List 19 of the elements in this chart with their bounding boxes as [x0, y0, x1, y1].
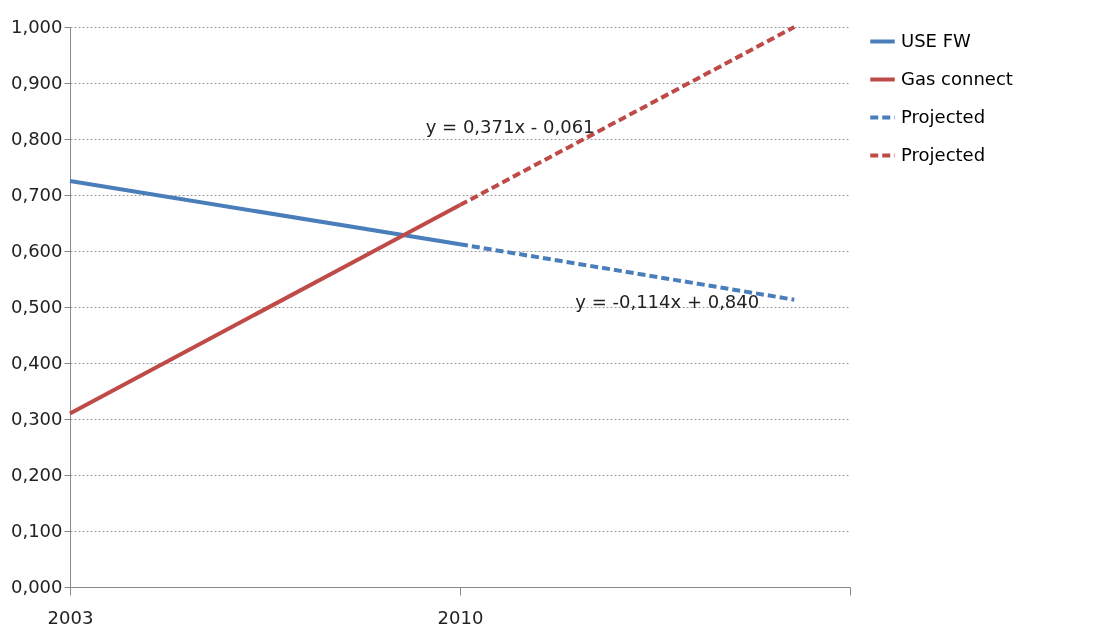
y-tick-label: 0,200: [10, 463, 63, 485]
y-tick-label: 0,300: [10, 407, 63, 429]
y-tick-label: 0,000: [10, 575, 63, 597]
legend-label: Gas connect: [901, 67, 1013, 89]
y-tick-label: 0,500: [10, 295, 63, 317]
y-tick-label: 1,000: [10, 15, 63, 37]
x-tick-label: 2003: [47, 606, 94, 628]
annotation: y = -0,114x + 0,840: [575, 290, 760, 312]
y-tick-label: 0,100: [10, 519, 63, 541]
y-tick-label: 0,600: [10, 239, 63, 261]
y-tick-label: 0,400: [10, 351, 63, 373]
y-tick-label: 0,700: [10, 183, 63, 205]
legend-label: Projected: [901, 105, 986, 127]
y-tick-label: 0,900: [10, 71, 63, 93]
annotation: y = 0,371x - 0,061: [425, 116, 595, 138]
legend-label: Projected: [901, 143, 986, 165]
y-tick-label: 0,800: [10, 127, 63, 149]
legend-label: USE FW: [901, 29, 972, 51]
x-tick-label: 2010: [437, 606, 484, 628]
